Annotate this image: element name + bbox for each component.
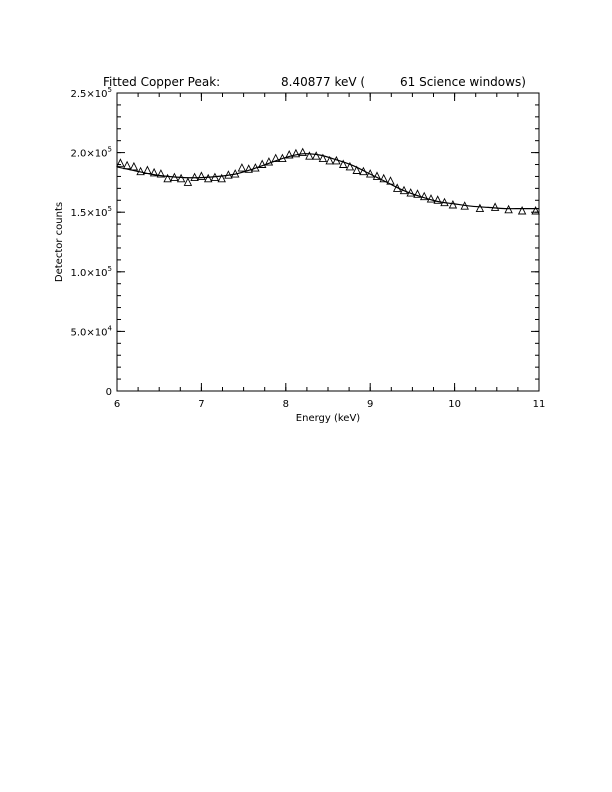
data-point <box>298 147 307 157</box>
data-point <box>224 170 233 179</box>
data-point <box>531 205 540 215</box>
data-points <box>116 147 540 215</box>
data-point <box>257 159 267 168</box>
data-point <box>129 161 139 171</box>
data-point <box>460 201 469 210</box>
data-point <box>426 194 436 203</box>
data-point <box>176 173 186 183</box>
x-tick-label: 8 <box>283 399 289 410</box>
x-axis-label: Energy (keV) <box>296 413 361 424</box>
data-point <box>183 177 193 186</box>
data-point <box>399 185 409 195</box>
chart-title: Fitted Copper Peak: 8.40877 keV ( 61 Sci… <box>0 75 537 89</box>
data-point <box>210 172 220 182</box>
data-point <box>244 164 253 173</box>
data-point <box>419 191 429 201</box>
data-point <box>311 151 321 160</box>
data-point <box>278 153 287 163</box>
data-point <box>504 204 513 214</box>
data-point <box>291 148 301 158</box>
data-point <box>156 169 166 178</box>
data-point <box>359 166 368 176</box>
data-point <box>440 197 449 207</box>
data-point <box>251 163 260 172</box>
y-tick-label: 2.0×105 <box>71 146 112 160</box>
data-point <box>372 171 382 180</box>
data-point <box>318 153 328 163</box>
data-point <box>203 173 213 183</box>
data-point <box>490 202 500 211</box>
data-point <box>305 151 314 160</box>
data-point <box>413 189 422 198</box>
data-point <box>379 173 388 183</box>
data-point <box>163 173 172 183</box>
data-point <box>197 171 206 180</box>
chart-title-window-count: 61 Science windows) <box>400 75 526 89</box>
major-ticks <box>116 92 540 392</box>
data-point <box>475 203 485 213</box>
data-point <box>392 183 402 192</box>
data-point <box>448 199 458 209</box>
chart-title-label: Fitted Copper Peak: <box>103 75 220 89</box>
data-point <box>217 173 226 183</box>
x-tick-label: 7 <box>198 399 204 410</box>
data-point <box>345 161 355 171</box>
data-point <box>433 195 442 204</box>
data-point <box>325 155 334 165</box>
y-tick-label: 1.5×105 <box>71 205 112 219</box>
data-point <box>338 159 348 168</box>
y-tick-label: 1.0×105 <box>71 265 112 279</box>
fitted-curve <box>116 153 539 210</box>
y-tick-label: 5.0×104 <box>71 324 113 338</box>
y-tick-labels: 0 5.0×104 1.0×105 1.5×105 2.0×105 2.5×105 <box>71 86 113 398</box>
data-point <box>386 176 395 185</box>
data-point <box>352 165 361 174</box>
plot-frame <box>116 92 540 392</box>
data-point <box>136 166 145 176</box>
x-tick-label: 11 <box>533 399 546 410</box>
data-point <box>332 155 341 165</box>
data-point <box>170 172 179 182</box>
data-point <box>237 163 247 172</box>
y-tick-label: 0 <box>106 387 112 398</box>
data-point <box>230 169 240 178</box>
y-axis-label: Detector counts <box>54 202 65 282</box>
minor-ticks <box>116 92 540 392</box>
y-tick-label: 2.5×105 <box>71 86 112 100</box>
data-point <box>116 158 125 167</box>
x-tick-labels: 6 7 8 9 10 11 <box>114 399 546 410</box>
data-point <box>122 160 132 170</box>
data-point <box>406 188 415 197</box>
data-point <box>190 172 199 182</box>
x-tick-label: 10 <box>448 399 461 410</box>
x-tick-label: 9 <box>367 399 373 410</box>
chart-title-peak-energy: 8.40877 keV ( <box>281 75 365 89</box>
data-point <box>149 167 159 177</box>
data-point <box>271 153 280 163</box>
data-point <box>517 205 527 215</box>
x-tick-label: 6 <box>114 399 120 410</box>
data-point <box>365 169 375 178</box>
data-point <box>143 165 152 174</box>
data-point <box>264 157 274 166</box>
data-point <box>284 149 294 159</box>
